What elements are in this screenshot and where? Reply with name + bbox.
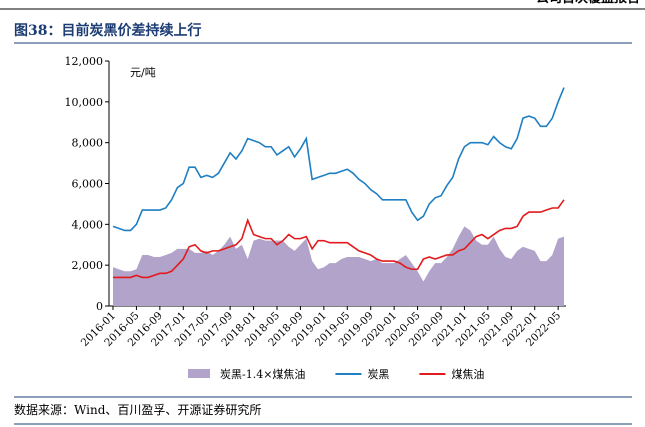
y-tick-label: 4,000: [72, 218, 104, 231]
unit-label: 元/吨: [130, 66, 156, 79]
figure-title: 图38：目前炭黑价差持续上行: [14, 22, 201, 39]
price-line: [113, 199, 565, 279]
source-note: 数据来源：Wind、百川盈孚、开源证券研究所: [14, 402, 261, 417]
legend-swatch: [188, 369, 210, 378]
y-tick-label: 2,000: [72, 259, 104, 272]
y-tick-label: 12,000: [65, 55, 104, 68]
report-type: 公司首次覆盖报告: [536, 0, 640, 6]
y-tick-label: 10,000: [65, 96, 104, 109]
price-line: [112, 87, 565, 232]
legend-label: 煤焦油: [451, 367, 484, 381]
legend-label: 炭黑-1.4×煤焦油: [220, 367, 305, 381]
legend-label: 炭黑: [367, 368, 389, 381]
y-tick-label: 6,000: [72, 178, 104, 191]
spread-area: [113, 226, 564, 306]
y-tick-label: 0: [96, 300, 103, 313]
y-tick-label: 8,000: [72, 137, 104, 150]
